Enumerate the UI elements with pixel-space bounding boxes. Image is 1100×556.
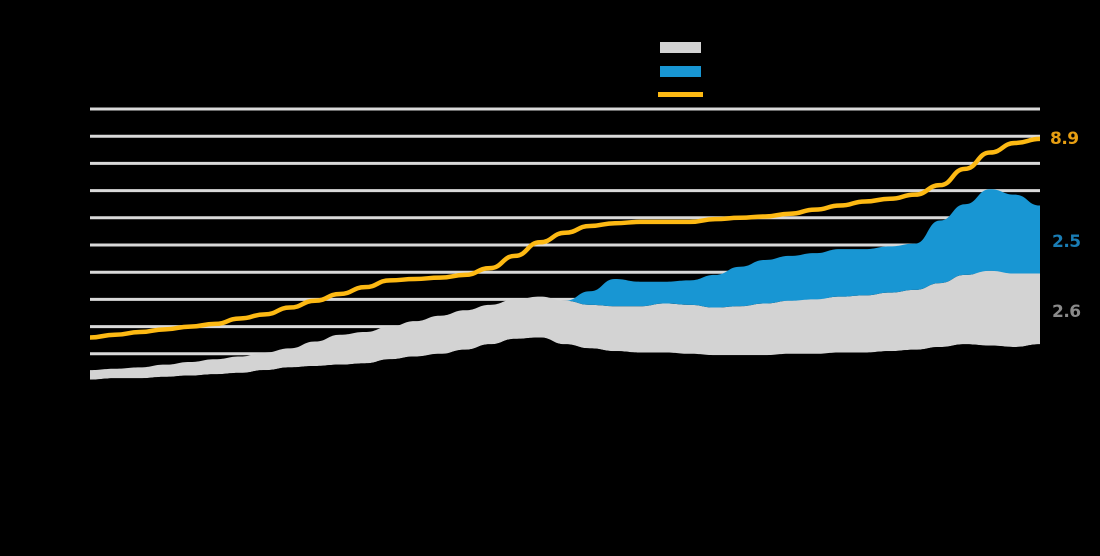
- end-label-blue: 2.5: [1052, 232, 1081, 252]
- gray-area-series: [90, 270, 1040, 380]
- yellow-line-swatch-icon: [658, 92, 703, 97]
- blue-area-series: [90, 189, 1040, 371]
- gridlines: [90, 107, 1040, 356]
- yellow-line-series: [89, 136, 1041, 340]
- gray-swatch-icon: [660, 42, 701, 53]
- end-label-gray: 2.6: [1052, 302, 1081, 322]
- black-area-series: [90, 337, 1040, 409]
- blue-swatch-icon: [660, 66, 701, 77]
- end-label-yellow: 8.9: [1050, 129, 1079, 149]
